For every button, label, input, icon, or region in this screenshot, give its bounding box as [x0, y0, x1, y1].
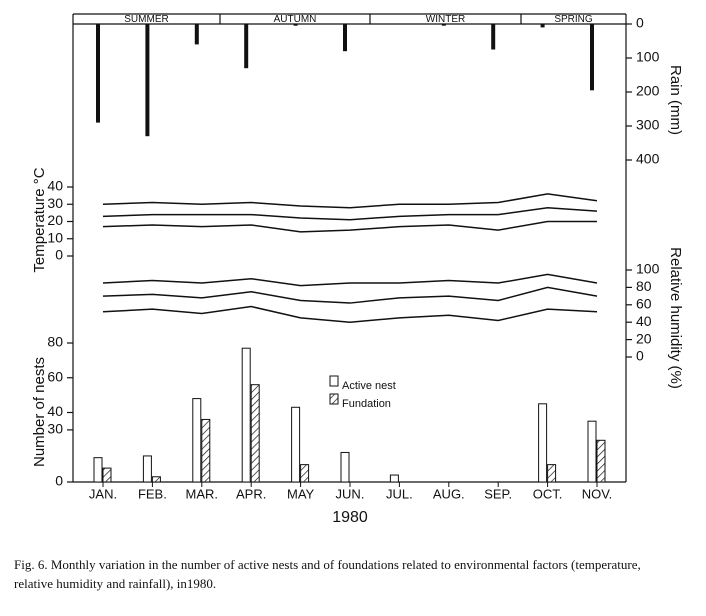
- y-tick-label: 100: [636, 261, 660, 277]
- rain-bar: [441, 24, 446, 26]
- humidity-axis-label: Relative humidity (%): [667, 247, 684, 389]
- line-series: [102, 220, 597, 233]
- nest-bar: [250, 384, 260, 483]
- nest-bar: [151, 476, 161, 483]
- rain-bar: [343, 24, 347, 52]
- nest-bar: [300, 464, 310, 483]
- nest-bar: [538, 403, 548, 483]
- line-series: [102, 273, 598, 287]
- y-tick-label: 60: [636, 296, 652, 312]
- y-tick-label: 20: [47, 212, 63, 228]
- temperature-axis-label: Temperature °C: [31, 167, 48, 272]
- y-tick-label: 0: [636, 348, 644, 364]
- line-series: [102, 286, 598, 304]
- y-tick-label: 30: [47, 421, 63, 437]
- x-tick-label: AUG.: [433, 486, 465, 501]
- rain-bar: [194, 24, 199, 45]
- season-label: SPRING: [554, 14, 593, 25]
- caption-line: Fig. 6. Monthly variation in the number …: [14, 557, 641, 572]
- y-tick-label: 30: [47, 195, 63, 211]
- nest-bar: [241, 347, 251, 483]
- line-series: [102, 305, 598, 323]
- season-label: SUMMER: [124, 14, 168, 25]
- nest-bar: [93, 457, 103, 483]
- y-tick-label: 40: [47, 178, 63, 194]
- caption-line: relative humidity and rainfall), in1980.: [14, 576, 216, 591]
- legend-swatch: [329, 375, 339, 387]
- x-tick-label: FEB.: [138, 486, 167, 501]
- y-tick-label: 40: [636, 313, 652, 329]
- rain-bar: [145, 24, 150, 137]
- rain-bar: [96, 24, 100, 123]
- season-label: WINTER: [426, 14, 465, 25]
- legend-label: Fundation: [342, 398, 391, 410]
- y-tick-label: 60: [47, 368, 63, 384]
- rain-axis-label: Rain (mm): [667, 65, 684, 135]
- rain-bar: [244, 24, 249, 69]
- line-series: [102, 193, 598, 209]
- x-tick-label: JUN.: [336, 486, 365, 501]
- nest-bar: [340, 451, 350, 483]
- y-tick-label: 0: [55, 473, 63, 489]
- y-tick-label: 40: [47, 403, 63, 419]
- legend-label: Active nest: [342, 380, 396, 392]
- x-tick-label: MAY: [287, 486, 315, 501]
- nest-bar: [389, 474, 399, 483]
- x-tick-label: OCT.: [533, 486, 563, 501]
- rain-bar: [293, 24, 298, 26]
- y-tick-label: 0: [636, 15, 644, 31]
- x-tick-label: SEP.: [484, 486, 512, 501]
- y-tick-label: 20: [636, 330, 652, 346]
- y-tick-label: 10: [47, 229, 63, 245]
- legend-swatch: [329, 393, 339, 405]
- nests-axis-label: Number of nests: [31, 357, 48, 467]
- line-series: [102, 206, 598, 221]
- y-tick-label: 200: [636, 83, 660, 99]
- rain-bar: [491, 24, 496, 50]
- x-tick-label: JUL.: [386, 486, 413, 501]
- nest-bar: [547, 464, 557, 483]
- nest-bar: [201, 418, 211, 483]
- nest-bar: [596, 439, 606, 483]
- y-tick-label: 0: [55, 247, 63, 263]
- nest-bar: [102, 467, 112, 483]
- rain-bar: [590, 24, 594, 91]
- nest-bar: [291, 406, 301, 483]
- nest-bar: [587, 420, 597, 483]
- y-tick-label: 300: [636, 117, 660, 133]
- y-tick-label: 80: [636, 278, 652, 294]
- nest-bar: [192, 398, 202, 483]
- y-tick-label: 100: [636, 49, 660, 65]
- x-axis-label: 1980: [332, 509, 368, 526]
- nest-bar: [142, 455, 152, 483]
- x-tick-label: MAR.: [186, 486, 219, 501]
- y-tick-label: 80: [47, 334, 63, 350]
- season-label: AUTUMN: [274, 14, 317, 25]
- x-tick-label: APR.: [236, 486, 266, 501]
- x-tick-label: NOV.: [582, 486, 613, 501]
- rain-bar: [540, 24, 545, 28]
- x-tick-label: JAN.: [89, 486, 117, 501]
- y-tick-label: 400: [636, 151, 660, 167]
